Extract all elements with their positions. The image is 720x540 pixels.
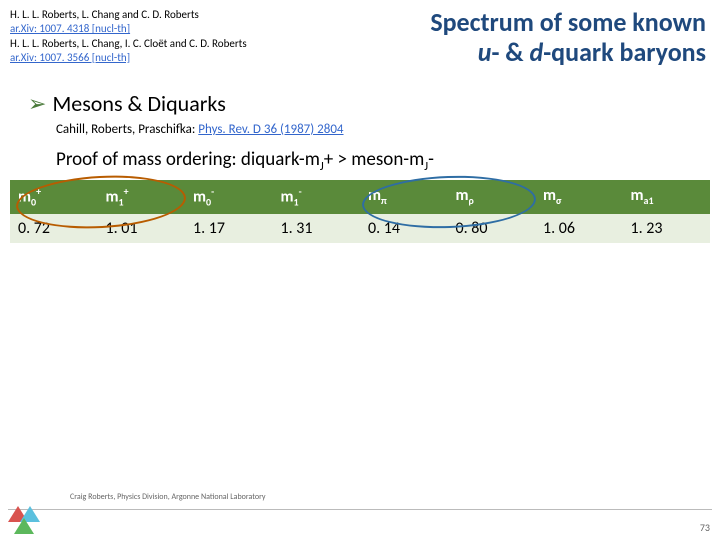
proof-text: Proof of mass ordering: diquark-mJ+ > me… [56,148,434,174]
table-header-cell: m0- [185,180,273,214]
mass-table: m0+m1+m0-m1-mπmρmσma1 0. 721. 011. 171. … [10,180,710,243]
table-value-cell: 1. 06 [535,214,623,243]
slide-title: Spectrum of some known u- & d-quark bary… [430,8,706,68]
ref-link-2[interactable]: ar.Xiv: 1007. 3566 [nucl-th] [10,51,247,65]
table-value-cell: 1. 01 [98,214,186,243]
table-header-cell: m1+ [98,180,186,214]
table-header-cell: m1- [273,180,361,214]
footer-text: Craig Roberts, Physics Division, Argonne… [70,492,266,502]
table-header-cell: mπ [360,180,448,214]
table-value-row: 0. 721. 011. 171. 310. 140. 801. 061. 23 [10,214,710,243]
table-header-cell: ma1 [623,180,711,214]
ref-link-1[interactable]: ar.Xiv: 1007. 4318 [nucl-th] [10,22,247,36]
table-header-cell: m0+ [10,180,98,214]
footer-divider [8,509,712,510]
table-value-cell: 1. 31 [273,214,361,243]
table-value-cell: 0. 72 [10,214,98,243]
title-line-2: u- & d-quark baryons [430,38,706,68]
argonne-logo-icon [8,506,40,534]
table-value-cell: 1. 23 [623,214,711,243]
title-line-1: Spectrum of some known [430,8,706,38]
table-value-cell: 0. 14 [360,214,448,243]
table-header-cell: mρ [448,180,536,214]
sub-citation-link[interactable]: Phys. Rev. D 36 (1987) 2804 [198,122,343,137]
table-value-cell: 0. 80 [448,214,536,243]
table-header-cell: mσ [535,180,623,214]
sub-citation: Cahill, Roberts, Praschifka: Phys. Rev. … [56,122,344,137]
ref-line-2: H. L. L. Roberts, L. Chang, I. C. Cloët … [10,37,247,51]
table-value-cell: 1. 17 [185,214,273,243]
bullet-mesons-diquarks: ➢Mesons & Diquarks [28,90,226,117]
bullet-arrow-icon: ➢ [28,90,46,117]
table-header-row: m0+m1+m0-m1-mπmρmσma1 [10,180,710,214]
ref-line-1: H. L. L. Roberts, L. Chang and C. D. Rob… [10,8,247,22]
reference-block: H. L. L. Roberts, L. Chang and C. D. Rob… [10,8,247,65]
page-number: 73 [700,521,710,534]
